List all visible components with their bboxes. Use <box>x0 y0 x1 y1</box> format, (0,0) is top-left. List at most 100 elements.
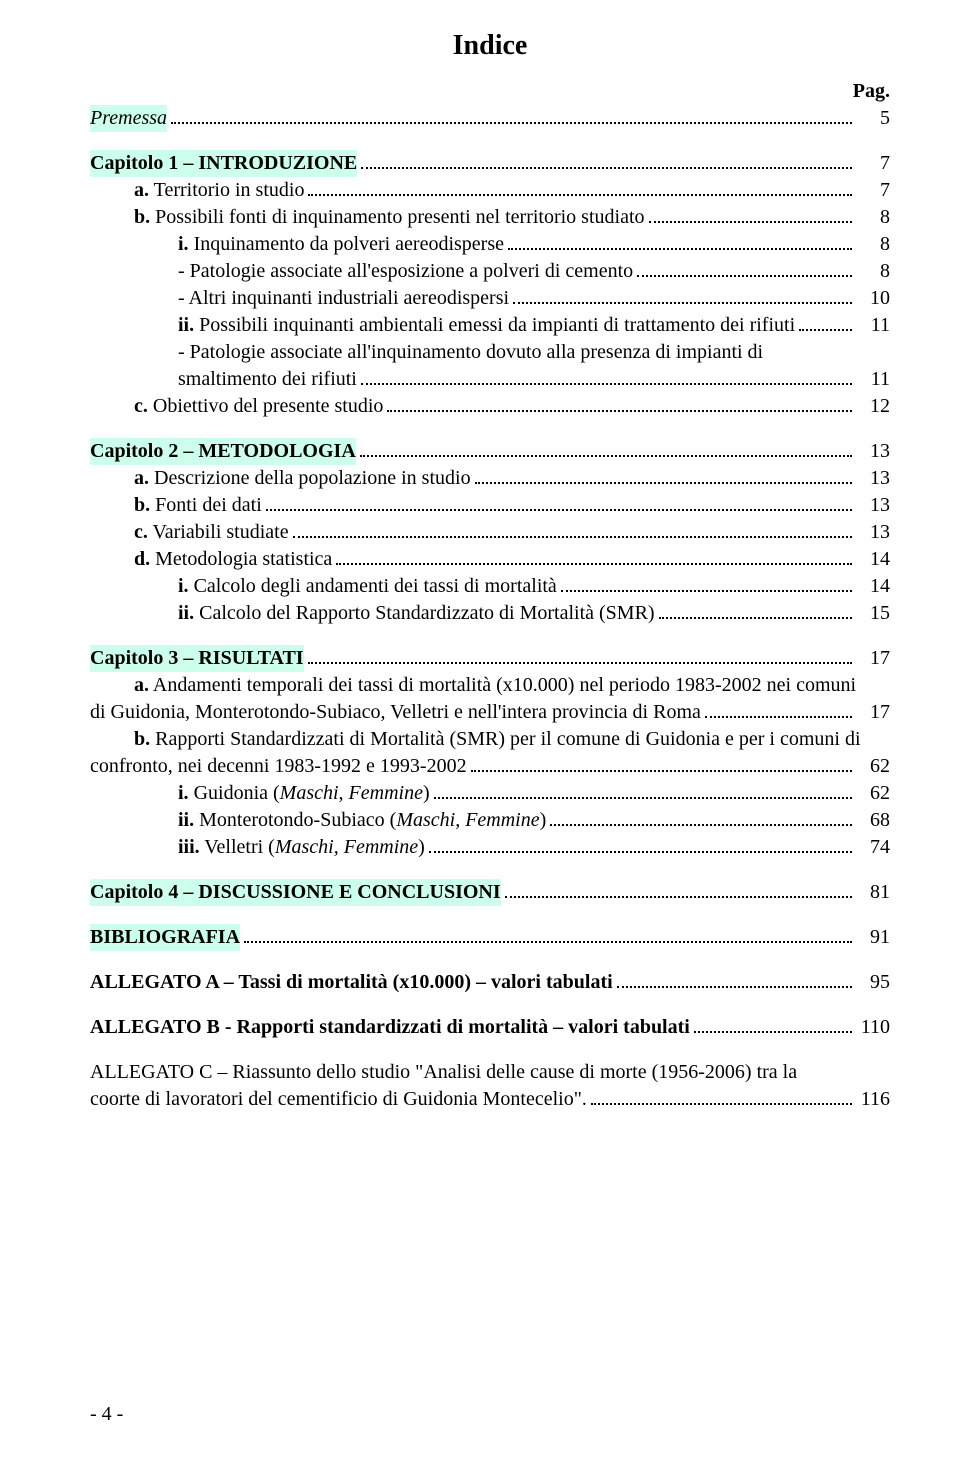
toc-leader <box>360 455 852 457</box>
toc-label: ii. Monterotondo-Subiaco (Maschi, Femmin… <box>178 807 546 834</box>
toc-gap <box>90 906 890 924</box>
toc-label: d. Metodologia statistica <box>134 546 332 573</box>
toc-page-number: 74 <box>856 834 890 861</box>
toc-label: a. Territorio in studio <box>134 177 304 204</box>
toc-leader <box>308 194 852 196</box>
toc-label: b. Possibili fonti di inquinamento prese… <box>134 204 645 231</box>
toc-label: coorte di lavoratori del cementificio di… <box>90 1086 587 1113</box>
toc-leader <box>561 590 852 592</box>
toc-prefix: a. <box>134 179 149 201</box>
toc-page-number: 10 <box>856 285 890 312</box>
toc-page-number: 116 <box>856 1086 890 1113</box>
toc-entry: Capitolo 3 – RISULTATI17 <box>90 645 890 672</box>
toc-page-number: 11 <box>856 366 890 393</box>
toc-leader <box>361 167 852 169</box>
toc-label: ALLEGATO B - Rapporti standardizzati di … <box>90 1014 690 1041</box>
toc-leader <box>266 509 852 511</box>
toc-label: c. Obiettivo del presente studio <box>134 393 383 420</box>
toc-label: iii. Velletri (Maschi, Femmine) <box>178 834 425 861</box>
toc-gap <box>90 951 890 969</box>
toc-entry: d. Metodologia statistica 14 <box>134 546 890 573</box>
toc-label: confronto, nei decenni 1983-1992 e 1993-… <box>90 753 467 780</box>
toc-prefix: a. <box>134 674 149 696</box>
toc-entry: Capitolo 4 – DISCUSSIONE E CONCLUSIONI81 <box>90 879 890 906</box>
toc-label: Premessa <box>90 105 167 132</box>
toc-leader <box>659 617 852 619</box>
toc-entry: i. Inquinamento da polveri aereodisperse… <box>178 231 890 258</box>
toc-page-number: 8 <box>856 231 890 258</box>
toc-page-number: 68 <box>856 807 890 834</box>
toc-page-number: 14 <box>856 546 890 573</box>
toc-page-number: 13 <box>856 519 890 546</box>
toc-prefix: ii. <box>178 314 194 336</box>
toc-leader <box>550 824 852 826</box>
toc-page-number: 15 <box>856 600 890 627</box>
toc-leader <box>649 221 852 223</box>
toc-entry: ii. Monterotondo-Subiaco (Maschi, Femmin… <box>178 807 890 834</box>
page-number: - 4 - <box>90 1403 123 1426</box>
toc-gap <box>90 861 890 879</box>
toc-prefix: b. <box>134 728 150 750</box>
toc-page-number: 8 <box>856 258 890 285</box>
toc-entry: ii. Calcolo del Rapporto Standardizzato … <box>178 600 890 627</box>
toc-entry: c. Variabili studiate 13 <box>134 519 890 546</box>
toc-entry: - Patologie associate all'esposizione a … <box>178 258 890 285</box>
toc-leader <box>429 851 852 853</box>
toc-entry: di Guidonia, Monterotondo-Subiaco, Velle… <box>90 699 890 726</box>
page: Indice Pag. Premessa5Capitolo 1 – INTROD… <box>0 0 960 1462</box>
toc-label: BIBLIOGRAFIA <box>90 924 240 951</box>
toc-page-number: 13 <box>856 438 890 465</box>
toc-leader <box>308 662 852 664</box>
toc-label: - Altri inquinanti industriali aereodisp… <box>178 285 509 312</box>
toc-page-number: 17 <box>856 645 890 672</box>
page-column-label: Pag. <box>90 80 890 103</box>
toc-label: c. Variabili studiate <box>134 519 289 546</box>
toc-entry: ALLEGATO B - Rapporti standardizzati di … <box>90 1014 890 1041</box>
toc-entry: i. Calcolo degli andamenti dei tassi di … <box>178 573 890 600</box>
toc-label: i. Calcolo degli andamenti dei tassi di … <box>178 573 557 600</box>
toc-page-number: 17 <box>856 699 890 726</box>
toc-label: Capitolo 2 – METODOLOGIA <box>90 438 356 465</box>
toc-label: Capitolo 1 – INTRODUZIONE <box>90 150 357 177</box>
page-title: Indice <box>90 30 890 62</box>
toc-entry: coorte di lavoratori del cementificio di… <box>90 1086 890 1113</box>
toc-page-number: 7 <box>856 177 890 204</box>
toc-entry: a. Descrizione della popolazione in stud… <box>134 465 890 492</box>
toc-entry: a. Andamenti temporali dei tassi di mort… <box>134 672 890 699</box>
toc-label: smaltimento dei rifiuti <box>178 366 357 393</box>
toc-prefix: i. <box>178 782 189 804</box>
toc-label: ii. Possibili inquinanti ambientali emes… <box>178 312 795 339</box>
toc-label: - Patologie associate all'inquinamento d… <box>178 339 763 366</box>
toc-page-number: 11 <box>856 312 890 339</box>
toc-entry: ALLEGATO C – Riassunto dello studio "Ana… <box>90 1059 890 1086</box>
toc-prefix: a. <box>134 467 149 489</box>
toc-prefix: d. <box>134 548 150 570</box>
toc-leader <box>705 716 852 718</box>
toc-leader <box>617 986 852 988</box>
toc-page-number: 7 <box>856 150 890 177</box>
toc-label: b. Rapporti Standardizzati di Mortalità … <box>134 726 861 753</box>
toc-prefix: c. <box>134 395 148 417</box>
toc-label: Capitolo 4 – DISCUSSIONE E CONCLUSIONI <box>90 879 501 906</box>
toc-gap <box>90 996 890 1014</box>
toc-label: ALLEGATO A – Tassi di mortalità (x10.000… <box>90 969 613 996</box>
toc-leader <box>637 275 852 277</box>
toc-gap <box>90 132 890 150</box>
toc-entry: Capitolo 2 – METODOLOGIA 13 <box>90 438 890 465</box>
toc-page-number: 12 <box>856 393 890 420</box>
toc-leader <box>799 329 852 331</box>
toc-leader <box>475 482 852 484</box>
table-of-contents: Premessa5Capitolo 1 – INTRODUZIONE7a. Te… <box>90 105 890 1113</box>
toc-leader <box>293 536 852 538</box>
toc-page-number: 13 <box>856 465 890 492</box>
toc-label: i. Inquinamento da polveri aereodisperse <box>178 231 504 258</box>
toc-gap <box>90 420 890 438</box>
toc-prefix: ii. <box>178 809 194 831</box>
toc-entry: confronto, nei decenni 1983-1992 e 1993-… <box>90 753 890 780</box>
toc-prefix: iii. <box>178 836 200 858</box>
toc-label: a. Descrizione della popolazione in stud… <box>134 465 471 492</box>
toc-leader <box>361 383 852 385</box>
toc-leader <box>434 797 852 799</box>
toc-leader <box>508 248 852 250</box>
toc-entry: i. Guidonia (Maschi, Femmine)62 <box>178 780 890 807</box>
